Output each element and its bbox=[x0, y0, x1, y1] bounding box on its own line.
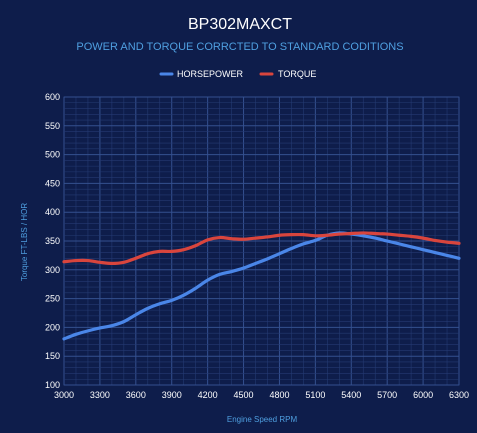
y-tick-label: 200 bbox=[45, 322, 60, 332]
x-tick-label: 4200 bbox=[198, 390, 218, 400]
legend: HORSEPOWER TORQUE bbox=[159, 69, 316, 79]
y-tick-label: 550 bbox=[45, 121, 60, 131]
grid bbox=[63, 96, 460, 386]
x-tick-label: 3900 bbox=[162, 390, 182, 400]
x-tick-label: 6300 bbox=[449, 390, 469, 400]
y-tick-label: 400 bbox=[45, 207, 60, 217]
chart-subtitle: POWER AND TORQUE CORRCTED TO STANDARD CO… bbox=[76, 41, 403, 53]
x-tick-label: 4800 bbox=[269, 390, 289, 400]
y-tick-label: 450 bbox=[45, 178, 60, 188]
series-line-torque bbox=[62, 231, 461, 266]
y-tick-label: 300 bbox=[45, 265, 60, 275]
y-tick-label: 500 bbox=[45, 150, 60, 160]
x-tick-label: 5700 bbox=[377, 390, 397, 400]
legend-label-horsepower: HORSEPOWER bbox=[177, 69, 244, 79]
y-tick-label: 150 bbox=[45, 351, 60, 361]
y-tick-label: 250 bbox=[45, 294, 60, 304]
tick-labels: 3000 3300 3600 3900 4200 4500 4800 5100 5400 5700… bbox=[45, 92, 469, 400]
x-tick-label: 5100 bbox=[305, 390, 325, 400]
series-line-horsepower bbox=[62, 231, 461, 341]
y-tick-label: 350 bbox=[45, 236, 60, 246]
x-axis-title: Engine Speed RPM bbox=[227, 415, 298, 424]
x-tick-label: 5400 bbox=[341, 390, 361, 400]
y-axis-title: Torque FT-LBS / HOR bbox=[20, 203, 29, 281]
chart-title: BP302MAXCT bbox=[188, 16, 292, 33]
legend-label-torque: TORQUE bbox=[278, 69, 316, 79]
x-tick-label: 4500 bbox=[234, 390, 254, 400]
series-layer bbox=[62, 231, 461, 341]
x-tick-label: 3600 bbox=[126, 390, 146, 400]
x-tick-label: 3000 bbox=[54, 390, 74, 400]
y-tick-label: 600 bbox=[45, 92, 60, 102]
y-tick-label: 100 bbox=[45, 380, 60, 390]
x-tick-label: 3300 bbox=[90, 390, 110, 400]
x-tick-label: 6000 bbox=[413, 390, 433, 400]
